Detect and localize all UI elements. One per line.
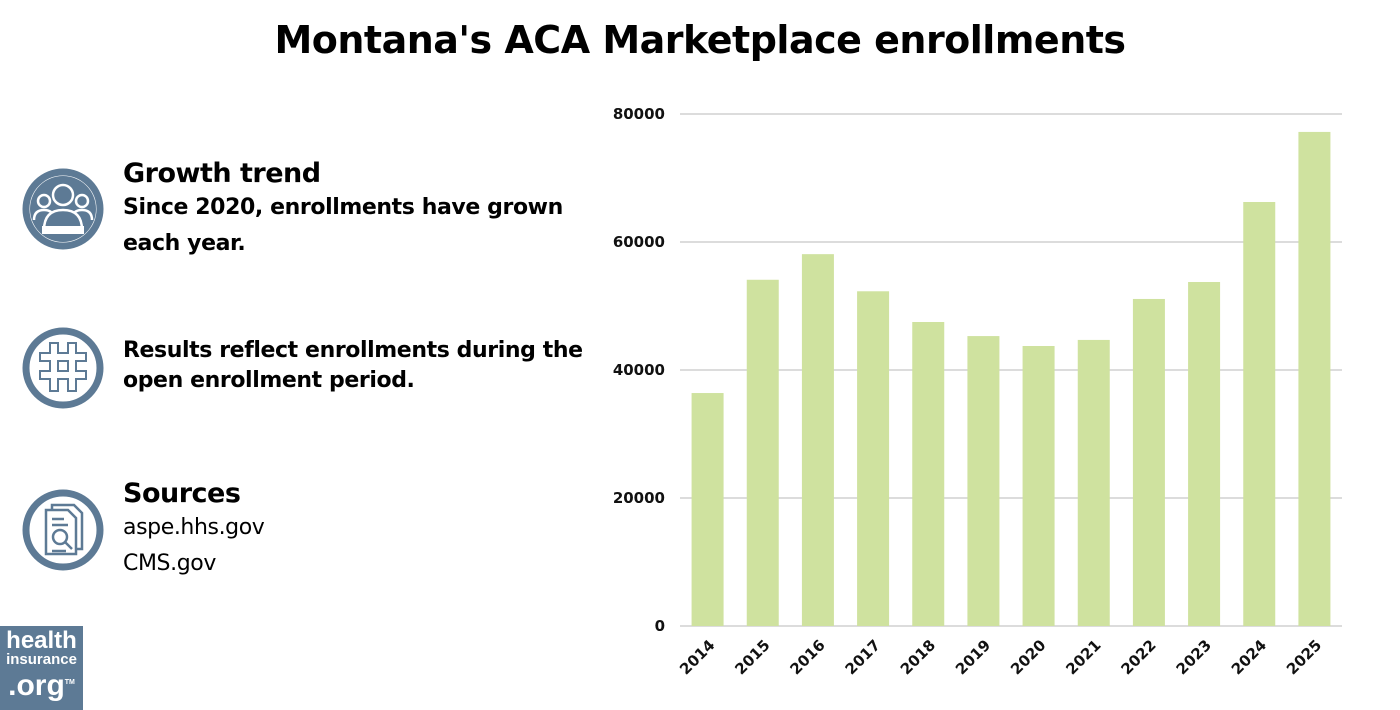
logo-line: insurance — [6, 651, 77, 668]
x-tick-label: 2017 — [842, 636, 884, 678]
x-tick-label: 2025 — [1283, 636, 1325, 678]
page-title: Montana's ACA Marketplace enrollments — [274, 18, 1126, 62]
source-link[interactable]: CMS.gov — [123, 551, 216, 576]
x-tick-label: 2022 — [1117, 636, 1159, 678]
x-tick-label: 2021 — [1062, 636, 1104, 678]
bar-2021 — [1077, 339, 1110, 626]
x-tick-label: 2024 — [1228, 636, 1270, 678]
y-tick-label: 0 — [655, 617, 665, 635]
x-tick-label: 2016 — [786, 636, 828, 678]
note-open-enrollment: Results reflect enrollments during the o… — [123, 336, 583, 396]
hashtag-icon — [22, 327, 104, 409]
bar-2022 — [1132, 298, 1165, 626]
x-tick-label: 2014 — [676, 636, 718, 678]
bar-2023 — [1188, 282, 1221, 626]
y-tick-label: 60000 — [613, 233, 665, 251]
note-text: Since 2020, enrollments have grown each … — [123, 195, 563, 256]
note-growth-trend: Growth trend Since 2020, enrollments hav… — [123, 158, 583, 262]
note-heading: Growth trend — [123, 158, 321, 189]
x-tick-label: 2020 — [1007, 636, 1049, 678]
note-text: Results reflect enrollments during the o… — [123, 338, 583, 393]
x-tick-label: 2015 — [731, 636, 773, 678]
y-tick-label: 40000 — [613, 361, 665, 379]
bar-2020 — [1022, 346, 1055, 626]
logo-tm: TM — [64, 679, 75, 686]
note-sources: Sources aspe.hhs.gov CMS.gov — [123, 478, 583, 582]
y-tick-label: 80000 — [613, 105, 665, 123]
x-tick-label: 2019 — [952, 636, 994, 678]
people-icon — [22, 168, 104, 250]
bar-2017 — [857, 291, 890, 626]
bar-2019 — [967, 336, 1000, 626]
bar-chart: 0 20000 40000 60000 80000 2014 2015 2016 2017 201… — [613, 105, 1342, 678]
bar-2016 — [801, 254, 834, 626]
bar-2018 — [912, 322, 945, 626]
y-tick-label: 20000 — [613, 489, 665, 507]
logo-line: health — [6, 627, 77, 654]
bar-2024 — [1243, 202, 1276, 626]
bar-2015 — [746, 279, 779, 626]
healthinsurance-logo: health insurance .orgTM — [0, 626, 83, 710]
x-tick-label: 2018 — [897, 636, 939, 678]
note-heading: Sources — [123, 478, 241, 509]
bar-2025 — [1298, 131, 1331, 627]
logo-line: .org — [8, 669, 65, 702]
x-tick-label: 2023 — [1173, 636, 1215, 678]
source-link[interactable]: aspe.hhs.gov — [123, 515, 265, 540]
document-search-icon — [22, 489, 104, 571]
bar-2014 — [691, 393, 724, 626]
